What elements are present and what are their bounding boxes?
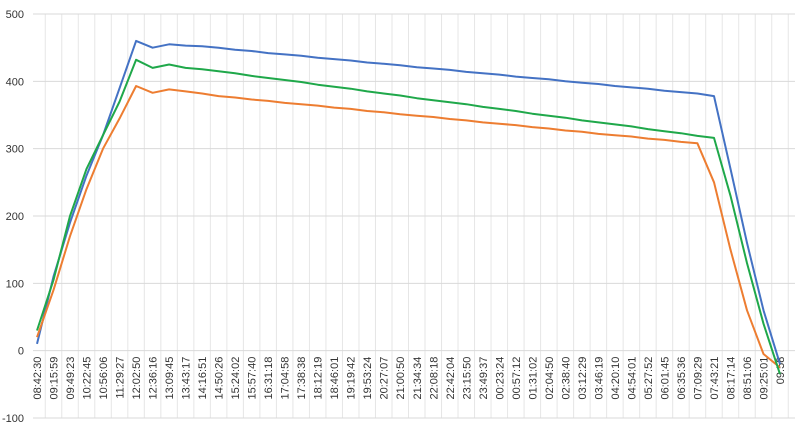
x-tick-label: 20:27:07 [379, 357, 391, 400]
x-tick-label: 11:29:27 [115, 357, 127, 399]
x-tick-label: 06:35:36 [676, 357, 688, 400]
x-tick-label: 12:02:50 [131, 357, 143, 400]
x-tick-label: 15:57:40 [247, 357, 259, 400]
x-tick-label: 09:58 [775, 357, 787, 385]
y-tick-label: 500 [6, 9, 24, 21]
x-tick-label: 09:25:01 [758, 357, 770, 400]
x-tick-label: 19:19:42 [346, 357, 358, 400]
x-tick-label: 17:04:58 [280, 357, 292, 400]
x-tick-label: 10:22:45 [82, 357, 94, 400]
x-tick-label: 08:42:30 [32, 357, 44, 400]
x-tick-label: 04:20:10 [610, 357, 622, 400]
x-tick-label: 13:43:17 [181, 357, 193, 400]
x-tick-label: 12:36:16 [148, 357, 160, 400]
x-tick-label: 14:50:26 [214, 357, 226, 400]
x-tick-label: 08:17:14 [725, 357, 737, 400]
series-line [36, 39, 781, 365]
x-tick-label: 14:16:51 [197, 357, 209, 400]
x-tick-label: 18:46:01 [329, 357, 341, 400]
x-tick-label: 21:00:50 [395, 357, 407, 400]
x-tick-label: 02:04:50 [544, 357, 556, 400]
y-tick-label: 300 [6, 144, 24, 156]
x-tick-label: 07:09:29 [692, 357, 704, 400]
x-tick-label: 19:53:24 [362, 357, 374, 400]
x-tick-label: 03:12:29 [577, 357, 589, 400]
x-tick-label: 08:51:06 [742, 357, 754, 400]
y-tick-label: 100 [6, 278, 24, 290]
x-tick-label: 00:23:24 [494, 357, 506, 400]
y-tick-label: 0 [18, 346, 24, 358]
x-tick-label: 03:46:19 [593, 357, 605, 400]
x-tick-label: 15:24:02 [230, 357, 242, 400]
x-tick-label: 01:31:02 [527, 357, 539, 400]
x-tick-label: 22:08:18 [428, 357, 440, 400]
x-tick-label: 21:34:34 [412, 357, 424, 400]
x-tick-label: 05:27:52 [643, 357, 655, 400]
x-tick-label: 13:09:45 [164, 357, 176, 400]
x-tick-label: 10:56:06 [98, 357, 110, 400]
x-tick-label: 04:54:01 [626, 357, 638, 400]
series-line [36, 58, 781, 375]
y-tick-label: 200 [6, 211, 24, 223]
x-tick-label: 09:15:59 [49, 357, 61, 400]
y-tick-label: -100 [2, 413, 24, 424]
x-tick-label: 22:42:04 [445, 357, 457, 400]
x-tick-label: 18:12:19 [313, 357, 325, 400]
x-tick-label: 06:01:45 [659, 357, 671, 400]
series-line [36, 85, 781, 369]
x-tick-label: 00:57:12 [511, 357, 523, 400]
x-tick-label: 16:31:18 [263, 357, 275, 400]
x-tick-label: 23:49:37 [478, 357, 490, 400]
x-tick-label: 07:43:21 [709, 357, 721, 400]
x-tick-label: 23:15:50 [461, 357, 473, 400]
y-tick-label: 400 [6, 76, 24, 88]
x-tick-label: 09:49:23 [65, 357, 77, 400]
x-tick-label: 02:38:40 [560, 357, 572, 400]
x-tick-label: 17:38:38 [296, 357, 308, 400]
